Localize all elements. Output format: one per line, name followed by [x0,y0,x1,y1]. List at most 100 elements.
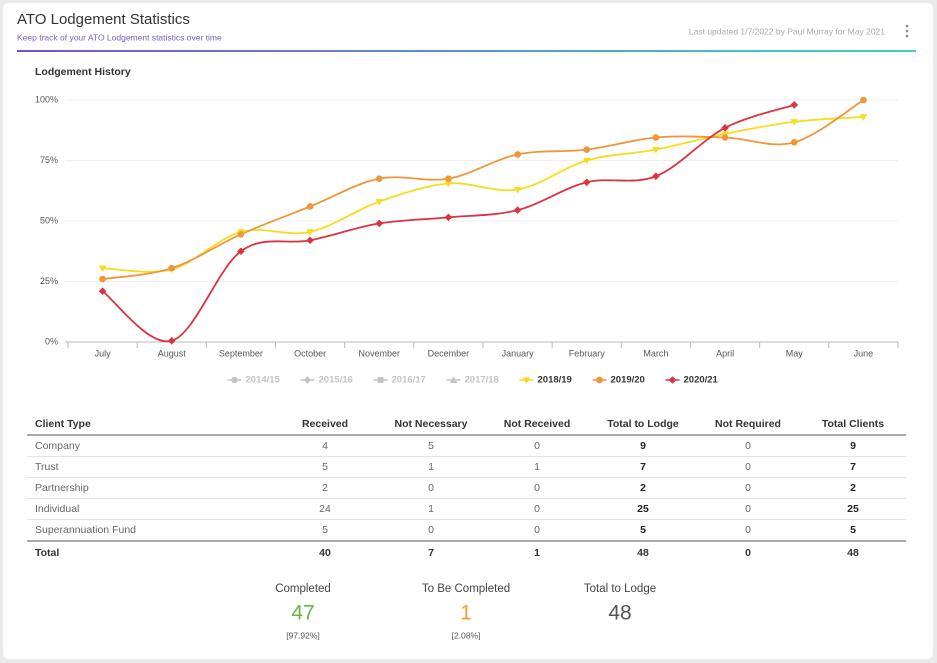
table-cell: 0 [428,524,434,536]
marker [444,180,453,188]
marker [168,264,176,272]
x-tick-label: June [854,348,874,358]
total-cell: Total [35,547,59,559]
x-tick-label: December [428,348,470,358]
legend-item[interactable]: 2018/19 [519,375,572,386]
summary-label: Total to Lodge [584,583,656,595]
marker [303,376,312,384]
x-tick-label: January [502,348,535,358]
x-tick-label: October [294,348,326,358]
table-cell: 0 [534,503,540,515]
legend-item[interactable]: 2017/18 [446,375,499,386]
table-cell: 1 [534,461,540,473]
total-cell: 40 [319,547,331,559]
total-cell: 0 [745,547,751,559]
marker [652,134,660,141]
table-cell: 5 [322,524,328,536]
menu-button[interactable] [905,24,909,38]
table-cell: 0 [745,440,751,452]
marker [668,376,677,384]
series-line [102,99,864,280]
summary-percent: [2.08%] [452,630,481,640]
last-updated: Last updated 1/7/2022 by Paul Murray for… [689,26,885,36]
marker [237,231,245,238]
x-tick-label: July [95,348,112,358]
series-line [102,116,864,273]
marker [721,124,729,132]
legend-label: 2019/20 [611,375,645,386]
table-cell: 0 [745,461,751,473]
table-cell: 5 [640,524,646,536]
chart-title: Lodgement History [35,66,131,78]
table-cell: 0 [534,482,540,494]
table-cell: 7 [640,461,646,473]
marker [375,175,383,182]
summary-value: 47 [291,602,314,625]
x-tick-label: February [569,348,606,358]
marker [445,175,452,182]
marker [375,198,384,206]
table-cell: Superannuation Fund [35,524,136,536]
page-subtitle: Keep track of your ATO Lodgement statist… [17,32,222,42]
marker [522,377,531,384]
summary-label: Completed [275,583,331,595]
marker [513,186,522,194]
x-tick-label: March [643,348,668,358]
table-cell: 25 [637,503,649,515]
table-cell: 2 [322,482,328,494]
summary-value: 1 [460,602,472,625]
series-line [102,103,795,343]
marker [790,139,798,146]
marker [652,172,660,181]
summary-value: 48 [608,602,631,625]
legend-item[interactable]: 2016/17 [373,375,426,386]
table-cell: 9 [850,440,856,452]
legend-item[interactable]: 2019/20 [592,375,645,386]
y-tick-label: 75% [40,155,58,165]
card [3,3,933,659]
column-header: Client Type [35,418,91,430]
column-header: Not Necessary [395,418,468,430]
table-cell: 4 [322,440,328,452]
marker [514,151,521,158]
column-header: Not Required [715,418,781,430]
marker [444,213,453,222]
table-cell: 2 [640,482,646,494]
marker [582,157,591,165]
table-cell: 9 [640,440,646,452]
table-cell: 0 [745,482,751,494]
table-cell: Partnership [35,482,89,494]
marker [306,236,314,245]
series [98,101,799,345]
y-tick-label: 100% [35,94,58,104]
summary-label: To Be Completed [422,583,510,595]
column-header: Not Received [504,418,571,430]
table-cell: Trust [35,461,59,473]
legend-label: 2016/17 [392,375,426,386]
table-cell: 0 [534,440,540,452]
x-tick-label: May [786,348,804,358]
marker [306,229,314,236]
total-cell: 48 [847,547,859,559]
series [99,96,867,283]
marker [237,247,245,256]
legend-label: 2015/16 [319,375,353,386]
total-cell: 7 [428,547,434,559]
marker [652,146,660,154]
total-cell: 1 [534,547,540,559]
marker [449,376,458,384]
legend-label: 2014/15 [246,375,281,386]
legend-item[interactable]: 2020/21 [665,375,719,386]
y-tick-label: 50% [40,215,58,225]
table-cell: 1 [428,461,434,473]
x-tick-label: August [158,348,187,358]
table-cell: Individual [35,503,79,515]
marker [98,265,107,272]
marker [99,275,106,283]
legend-item[interactable]: 2015/16 [300,375,353,386]
marker [859,114,868,121]
marker [231,376,238,384]
legend-item[interactable]: 2014/15 [227,375,281,386]
y-tick-label: 25% [40,276,58,286]
legend-label: 2020/21 [684,375,719,386]
